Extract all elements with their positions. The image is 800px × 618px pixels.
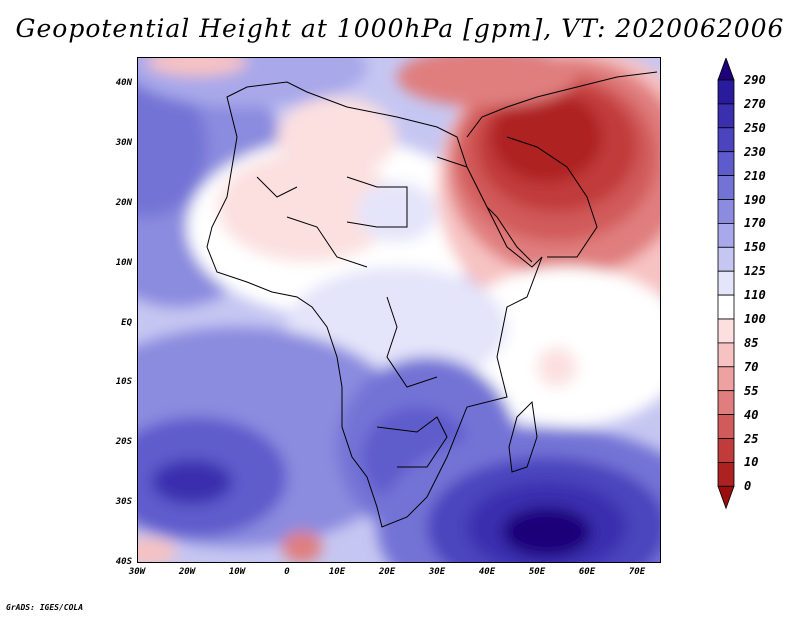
colorbar-top-arrow	[717, 56, 735, 81]
colorbar-label: 125	[744, 264, 766, 279]
colorbar-segment	[717, 414, 735, 439]
lon-label-10e: 10E	[328, 567, 346, 577]
colorbar-segment	[717, 151, 735, 176]
colorbar-segment	[717, 79, 735, 105]
map-panel	[137, 57, 661, 563]
lon-label-40e: 40E	[478, 567, 496, 577]
colorbar-label: 150	[744, 240, 766, 255]
colorbar-segment	[717, 390, 735, 416]
colorbar-label: 10	[744, 455, 759, 470]
colorbar-segment	[717, 222, 735, 248]
coastlines	[206, 71, 658, 528]
colorbar	[712, 56, 742, 562]
colorbar-segment	[717, 318, 735, 344]
lon-label-0: 0	[284, 567, 290, 577]
colorbar-label: 230	[744, 144, 766, 159]
colorbar-segment	[717, 246, 735, 272]
lat-label-30n: 30N	[115, 138, 132, 148]
colorbar-label: 40	[744, 407, 759, 422]
lon-label-50e: 50E	[528, 567, 546, 577]
colorbar-label: 85	[744, 335, 759, 350]
colorbar-label: 70	[744, 359, 759, 374]
colorbar-label: 290	[744, 73, 766, 87]
colorbar-label: 170	[744, 216, 766, 231]
lon-label-20w: 20W	[178, 567, 196, 577]
height-field	[137, 57, 661, 563]
colorbar-label: 25	[744, 431, 759, 446]
chart-title: Geopotential Height at 1000hPa [gpm], VT…	[15, 14, 785, 43]
colorbar-segment	[717, 294, 735, 320]
colorbar-label: 270	[744, 96, 766, 111]
lat-label-eq: EQ	[121, 318, 132, 328]
colorbar-bottom-arrow	[717, 485, 735, 510]
lat-label-40s: 40S	[115, 557, 132, 567]
grads-credit: GrADS: IGES/COLA	[6, 603, 84, 612]
lon-label-60e: 60E	[578, 567, 596, 577]
colorbar-label: 55	[744, 383, 759, 398]
colorbar-segment	[717, 199, 735, 224]
colorbar-segment	[717, 342, 735, 368]
lat-label-10s: 10S	[115, 377, 132, 387]
colorbar-label: 110	[744, 288, 766, 303]
colorbar-segment	[717, 270, 735, 296]
colorbar-label: 210	[744, 168, 766, 183]
lon-label-30e: 30E	[428, 567, 446, 577]
colorbar-label: 190	[744, 192, 766, 207]
colorbar-segment	[717, 366, 735, 392]
colorbar-label: 250	[744, 120, 766, 135]
lon-label-30w: 30W	[128, 567, 146, 577]
colorbar-label: 100	[744, 312, 766, 326]
lon-label-20e: 20E	[378, 567, 396, 577]
lat-label-40n: 40N	[115, 78, 132, 88]
lat-label-20s: 20S	[115, 437, 132, 447]
lon-label-10w: 10W	[228, 567, 246, 577]
colorbar-segment	[717, 103, 735, 129]
lat-label-30s: 30S	[115, 497, 132, 507]
lat-label-10n: 10N	[115, 258, 132, 268]
lon-label-70e: 70E	[628, 567, 646, 577]
colorbar-label: 0	[744, 479, 752, 494]
colorbar-segment	[717, 438, 735, 463]
colorbar-segment	[717, 127, 735, 153]
lat-label-20n: 20N	[115, 198, 132, 208]
colorbar-segment	[717, 461, 735, 487]
colorbar-segment	[717, 175, 735, 200]
